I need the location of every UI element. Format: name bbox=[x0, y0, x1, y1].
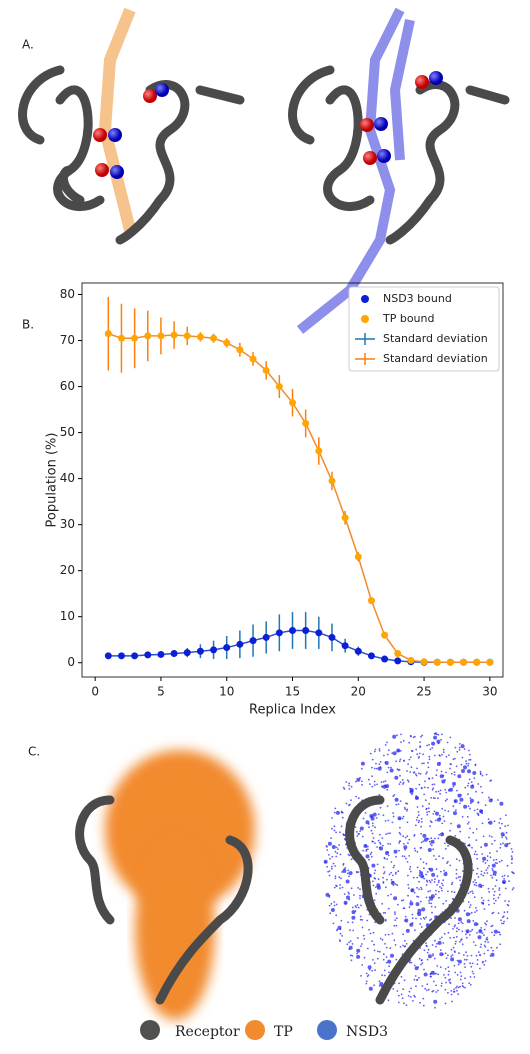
data-point bbox=[354, 647, 362, 655]
data-point bbox=[446, 658, 454, 666]
legend-label: NSD3 bound bbox=[383, 292, 452, 305]
legend-label: Standard deviation bbox=[383, 332, 488, 345]
data-point bbox=[249, 355, 257, 363]
data-point bbox=[236, 640, 244, 648]
legend-marker bbox=[361, 315, 369, 323]
x-tick-label: 10 bbox=[219, 685, 234, 699]
y-tick-label: 50 bbox=[60, 425, 75, 439]
panel-label: A. bbox=[22, 38, 34, 52]
data-point bbox=[196, 333, 204, 341]
panel-label: C. bbox=[28, 745, 40, 759]
data-point bbox=[460, 658, 468, 666]
legend-swatch bbox=[317, 1020, 337, 1040]
cloud-nsd3 bbox=[323, 732, 515, 1009]
panel-label: B. bbox=[22, 318, 34, 332]
chart: 0 5 10 15 20 25 30 0 10 20 30 40 50 60 70 80 Replica Ind… bbox=[45, 282, 504, 718]
data-point bbox=[315, 629, 323, 637]
y-tick-label: 20 bbox=[60, 563, 75, 577]
x-tick-label: 0 bbox=[91, 685, 99, 699]
data-point bbox=[223, 644, 231, 652]
legend-marker bbox=[361, 295, 369, 303]
data-point bbox=[420, 658, 428, 666]
x-tick-label: 5 bbox=[157, 685, 165, 699]
protein-nsd3 bbox=[288, 7, 510, 334]
data-point bbox=[328, 477, 336, 485]
protein-tp bbox=[18, 7, 245, 245]
data-point bbox=[367, 652, 375, 660]
data-point bbox=[433, 658, 441, 666]
data-point bbox=[236, 346, 244, 354]
data-point bbox=[210, 646, 218, 654]
legend-label: TP bbox=[274, 1024, 293, 1040]
data-point bbox=[315, 447, 323, 455]
y-tick-label: 0 bbox=[67, 655, 75, 669]
data-point bbox=[157, 650, 165, 658]
data-point bbox=[289, 627, 296, 635]
legend-label: TP bound bbox=[382, 312, 435, 325]
data-point bbox=[196, 647, 204, 655]
legend-label: Standard deviation bbox=[383, 352, 488, 365]
legend-swatch bbox=[245, 1020, 265, 1040]
y-tick-label: 40 bbox=[60, 471, 75, 485]
data-point bbox=[341, 514, 349, 522]
data-point bbox=[275, 383, 283, 391]
data-point bbox=[262, 366, 270, 374]
legend-label: Receptor bbox=[175, 1024, 240, 1040]
y-tick-label: 80 bbox=[60, 287, 75, 301]
legend-box bbox=[348, 286, 500, 372]
data-point bbox=[183, 649, 191, 657]
data-point bbox=[117, 652, 125, 660]
data-point bbox=[104, 652, 112, 660]
data-point bbox=[328, 633, 336, 641]
x-tick-label: 20 bbox=[351, 685, 366, 699]
data-point bbox=[117, 334, 125, 342]
series-line bbox=[108, 629, 490, 664]
y-tick-label: 70 bbox=[60, 333, 75, 347]
y-tick-label: 10 bbox=[60, 609, 75, 623]
x-tick-label: 30 bbox=[482, 685, 497, 699]
data-point bbox=[486, 658, 494, 666]
bottom-legend: Receptor TP NSD3 bbox=[140, 1020, 388, 1040]
data-point bbox=[104, 330, 112, 338]
x-axis-label: Replica Index bbox=[249, 703, 336, 718]
data-point bbox=[302, 419, 310, 427]
data-point bbox=[341, 642, 349, 650]
data-point bbox=[407, 656, 415, 664]
data-point bbox=[170, 331, 178, 339]
data-point bbox=[289, 399, 296, 407]
data-point bbox=[381, 655, 389, 663]
data-point bbox=[249, 637, 257, 645]
data-point bbox=[262, 633, 270, 641]
data-point bbox=[144, 332, 152, 340]
data-point bbox=[144, 651, 152, 659]
data-point bbox=[170, 650, 178, 658]
data-point bbox=[131, 334, 139, 342]
data-point bbox=[367, 597, 375, 605]
data-point bbox=[394, 650, 402, 658]
y-axis-label: Population (%) bbox=[45, 433, 60, 528]
legend-label: NSD3 bbox=[346, 1024, 388, 1040]
data-point bbox=[275, 629, 283, 637]
data-point bbox=[473, 658, 481, 666]
x-tick-label: 25 bbox=[416, 685, 431, 699]
data-point bbox=[223, 339, 231, 347]
series-line bbox=[108, 332, 490, 664]
x-tick-label: 15 bbox=[285, 685, 300, 699]
data-point bbox=[157, 332, 165, 340]
legend-swatch bbox=[140, 1020, 160, 1040]
data-point bbox=[302, 627, 310, 635]
y-tick-label: 60 bbox=[60, 379, 75, 393]
data-point bbox=[381, 631, 389, 639]
data-point bbox=[183, 332, 191, 340]
data-point bbox=[394, 657, 402, 665]
cloud-tp bbox=[75, 750, 255, 1020]
data-point bbox=[131, 652, 139, 660]
data-point bbox=[210, 334, 218, 342]
data-point bbox=[354, 553, 362, 561]
y-tick-label: 30 bbox=[60, 517, 75, 531]
